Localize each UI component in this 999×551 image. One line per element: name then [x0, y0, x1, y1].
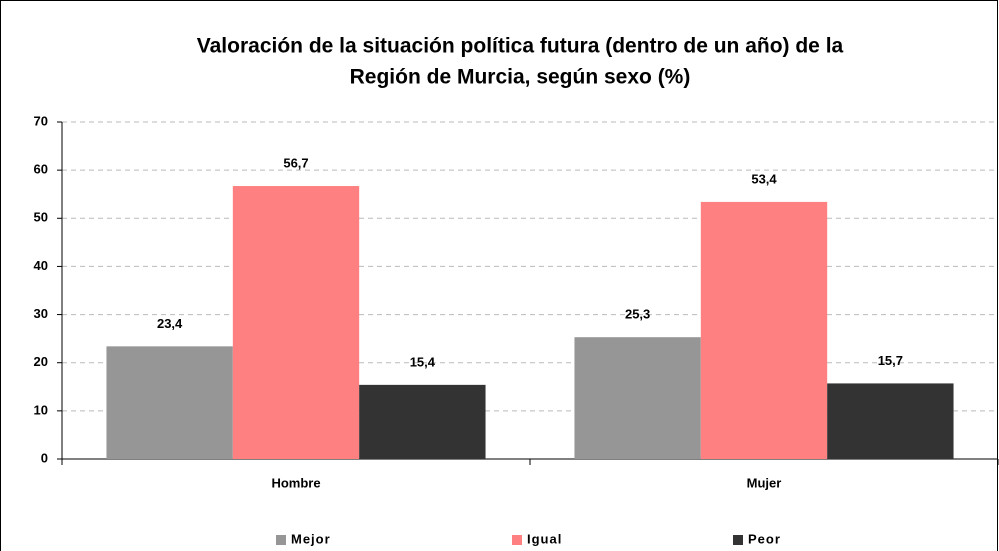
legend-swatch — [512, 535, 522, 545]
value-label: 53,4 — [751, 171, 777, 186]
y-tick-label: 60 — [34, 162, 48, 177]
legend-swatch — [276, 535, 286, 545]
y-tick-label: 0 — [41, 450, 48, 465]
y-tick-label: 40 — [34, 258, 48, 273]
y-tick-label: 20 — [34, 354, 48, 369]
bar — [232, 186, 360, 459]
bar — [700, 201, 828, 459]
legend-label: Mejor — [291, 531, 331, 546]
y-tick-label: 30 — [34, 306, 48, 321]
x-tick-label: Hombre — [271, 475, 320, 490]
bar — [359, 384, 486, 459]
chart-title: Región de Murcia, según sexo (%) — [350, 66, 691, 89]
chart-title: Valoración de la situación política futu… — [197, 35, 844, 58]
legend-label: Peor — [748, 531, 781, 546]
legend-swatch — [733, 535, 743, 545]
value-label: 25,3 — [625, 307, 650, 322]
x-tick-label: Mujer — [747, 475, 782, 490]
bar — [106, 346, 233, 459]
value-label: 56,7 — [283, 155, 308, 170]
value-label: 15,7 — [878, 353, 903, 368]
y-tick-label: 10 — [34, 402, 48, 417]
y-tick-label: 50 — [34, 210, 48, 225]
y-tick-label: 70 — [34, 113, 48, 128]
legend-label: Igual — [527, 531, 562, 546]
bar — [827, 383, 954, 459]
value-label: 15,4 — [410, 354, 436, 369]
value-label: 23,4 — [157, 316, 183, 331]
bar — [574, 337, 701, 459]
